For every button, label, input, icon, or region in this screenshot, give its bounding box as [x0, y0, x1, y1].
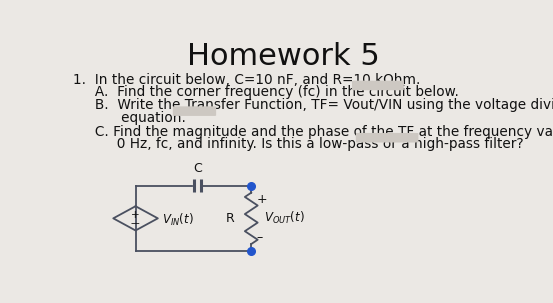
Text: C: C	[194, 161, 202, 175]
Text: C. Find the magnitude and the phase of the TF at the frequency values of: C. Find the magnitude and the phase of t…	[74, 125, 553, 138]
Text: 0 Hz, fc, and infinity. Is this a low-pass or a high-pass filter?: 0 Hz, fc, and infinity. Is this a low-pa…	[74, 137, 524, 151]
Text: $V_{OUT}(t)$: $V_{OUT}(t)$	[264, 210, 305, 226]
Text: +: +	[257, 193, 267, 206]
Text: 1.  In the circuit below, C=10 nF, and R=10 kOhm.: 1. In the circuit below, C=10 nF, and R=…	[74, 72, 421, 87]
Text: ––: ––	[131, 218, 140, 228]
FancyBboxPatch shape	[356, 133, 419, 142]
Text: –: –	[257, 231, 263, 244]
Text: equation.: equation.	[74, 111, 186, 125]
Text: R: R	[226, 212, 234, 225]
Text: Homework 5: Homework 5	[187, 42, 380, 71]
Text: A.  Find the corner frequency (fc) in the circuit below.: A. Find the corner frequency (fc) in the…	[74, 85, 460, 99]
FancyBboxPatch shape	[352, 81, 404, 90]
Text: B.  Write the Transfer Function, TF= Vout/VIN using the voltage divider: B. Write the Transfer Function, TF= Vout…	[74, 98, 553, 112]
Text: $V_{IN}(t)$: $V_{IN}(t)$	[162, 211, 194, 228]
Text: +: +	[131, 210, 140, 220]
FancyBboxPatch shape	[173, 106, 216, 116]
